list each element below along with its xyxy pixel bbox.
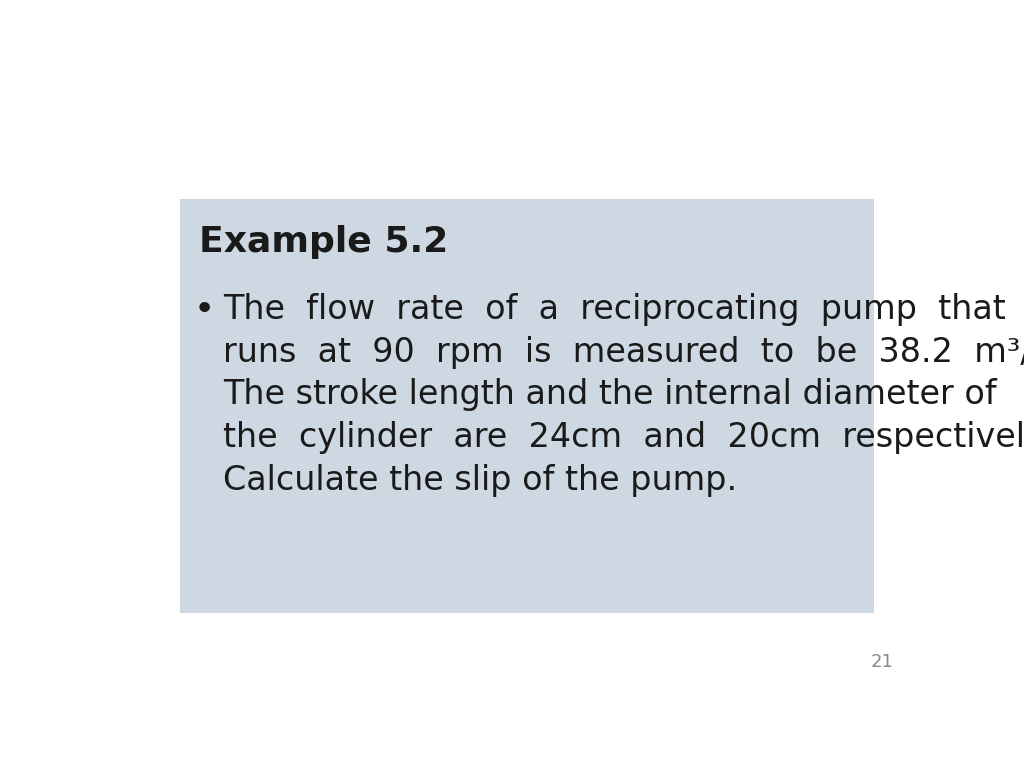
Text: The  flow  rate  of  a  reciprocating  pump  that: The flow rate of a reciprocating pump th… [223, 293, 1006, 326]
Text: the  cylinder  are  24cm  and  20cm  respectively.: the cylinder are 24cm and 20cm respectiv… [223, 421, 1024, 454]
FancyBboxPatch shape [179, 199, 873, 613]
Text: •: • [194, 293, 215, 327]
Text: Calculate the slip of the pump.: Calculate the slip of the pump. [223, 464, 737, 497]
Text: Example 5.2: Example 5.2 [200, 225, 449, 260]
Text: 21: 21 [871, 653, 894, 670]
Text: The stroke length and the internal diameter of: The stroke length and the internal diame… [223, 379, 996, 412]
Text: runs  at  90  rpm  is  measured  to  be  38.2  m³/hr.: runs at 90 rpm is measured to be 38.2 m³… [223, 336, 1024, 369]
